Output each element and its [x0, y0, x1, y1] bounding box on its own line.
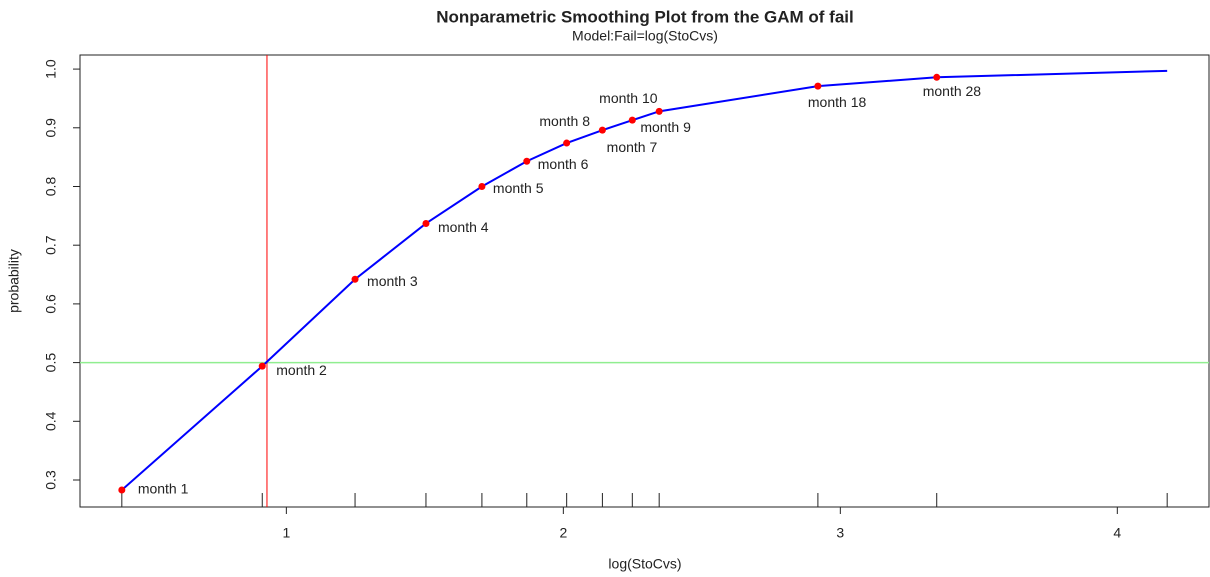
- data-point: [598, 126, 606, 134]
- y-axis-label: probability: [6, 249, 22, 313]
- point-label: month 2: [276, 362, 327, 378]
- y-tick-label: 0.9: [43, 118, 59, 138]
- point-label: month 7: [607, 139, 658, 155]
- point-label: month 18: [808, 94, 867, 110]
- data-point: [655, 107, 663, 115]
- point-label: month 1: [138, 481, 189, 497]
- y-tick-label: 0.3: [43, 470, 59, 490]
- x-tick-label: 4: [1113, 525, 1121, 541]
- y-tick-label: 0.6: [43, 294, 59, 314]
- point-label: month 8: [539, 113, 590, 129]
- x-tick-label: 3: [836, 525, 844, 541]
- x-tick-label: 2: [559, 525, 567, 541]
- y-tick-label: 1.0: [43, 59, 59, 79]
- data-point: [563, 139, 571, 147]
- point-label: month 6: [538, 156, 589, 172]
- data-point: [422, 219, 430, 227]
- x-axis-label: log(StoCvs): [608, 556, 681, 572]
- y-tick-label: 0.4: [43, 411, 59, 431]
- point-label: month 28: [923, 83, 982, 99]
- data-point: [523, 157, 531, 165]
- data-point: [628, 116, 636, 124]
- data-point: [478, 182, 486, 190]
- chart-subtitle: Model:Fail=log(StoCvs): [572, 28, 718, 44]
- data-point: [933, 73, 941, 81]
- data-point: [258, 362, 266, 370]
- data-point: [814, 82, 822, 90]
- y-tick-label: 0.5: [43, 353, 59, 373]
- y-tick-label: 0.7: [43, 235, 59, 255]
- data-point: [351, 275, 359, 283]
- data-point: [118, 486, 126, 494]
- x-tick-label: 1: [282, 525, 290, 541]
- point-label: month 4: [438, 219, 489, 235]
- point-label: month 9: [640, 119, 691, 135]
- chart-title: Nonparametric Smoothing Plot from the GA…: [436, 7, 853, 26]
- y-tick-label: 0.8: [43, 177, 59, 197]
- point-label: month 3: [367, 273, 418, 289]
- point-label: month 5: [493, 180, 544, 196]
- plot-frame: [79, 54, 1210, 508]
- point-label: month 10: [599, 90, 658, 106]
